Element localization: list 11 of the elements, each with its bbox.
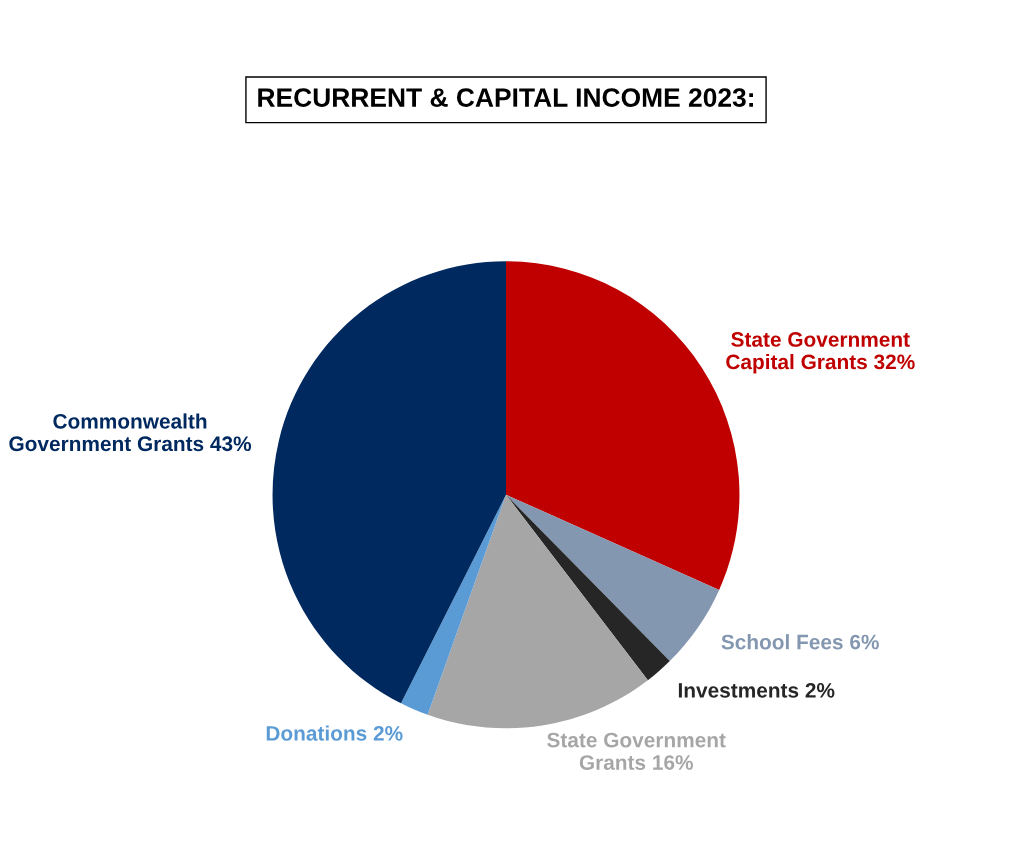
slice-label: Donations 2% [266,725,403,741]
pie-slice [506,494,720,662]
pie-slice [506,494,670,681]
pie-slice [427,494,648,729]
slice-label: State Government Grants 16% [547,732,726,770]
pie-slice [272,261,506,704]
slice-label: State Government Capital Grants 32% [726,332,915,374]
chart-title: RECURRENT & CAPITAL INCOME 2023: [258,88,753,107]
slice-label: School Fees 6% [721,634,879,650]
slice-label: Commonwealth Government Grants 43% [9,413,252,452]
slice-label: Investments 2% [678,682,835,698]
